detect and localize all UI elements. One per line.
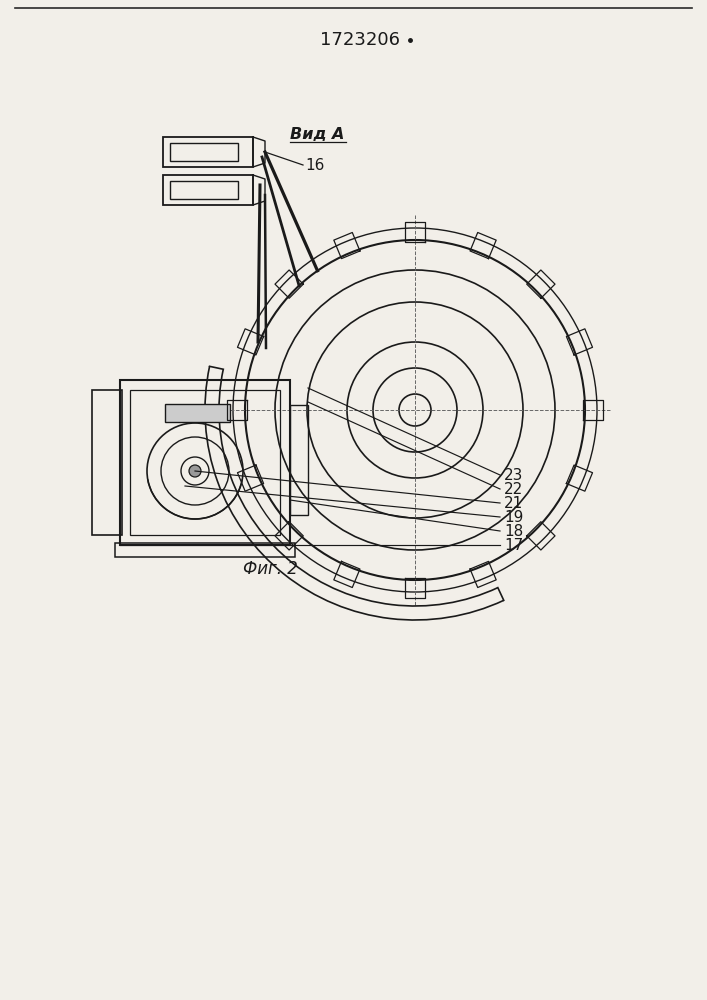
- Bar: [120, 380, 290, 545]
- Text: Вид А: Вид А: [290, 127, 344, 142]
- Bar: [163, 137, 253, 167]
- Bar: [170, 181, 238, 199]
- Bar: [115, 543, 295, 557]
- Bar: [92, 390, 122, 535]
- Text: 1723206: 1723206: [320, 31, 400, 49]
- Bar: [170, 143, 238, 161]
- Text: Фиг. 2: Фиг. 2: [243, 560, 298, 578]
- Bar: [130, 390, 280, 535]
- Circle shape: [189, 465, 201, 477]
- Bar: [163, 175, 253, 205]
- Bar: [165, 404, 230, 422]
- Text: 23: 23: [504, 468, 523, 483]
- Text: 16: 16: [305, 157, 325, 172]
- Text: 22: 22: [504, 482, 523, 496]
- Text: 21: 21: [504, 495, 523, 510]
- Text: 18: 18: [504, 524, 523, 538]
- Text: 19: 19: [504, 510, 523, 524]
- Text: 17: 17: [504, 538, 523, 552]
- Bar: [290, 405, 308, 515]
